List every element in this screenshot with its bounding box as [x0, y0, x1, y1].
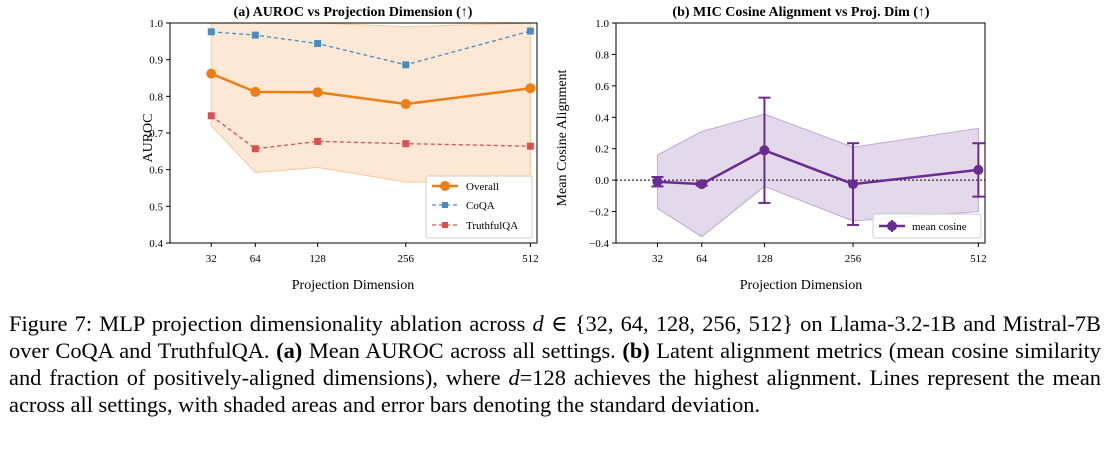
- caption-math-d: d: [532, 311, 544, 336]
- figure: (a) AUROC vs Projection Dimension (↑) 0.…: [141, 5, 987, 293]
- caption-text: ∈ {32, 64, 128, 256, 512} on Llama-3.2-1…: [9, 311, 1101, 363]
- y-tick-label: 0.0: [595, 175, 609, 187]
- y-tick-label: 0.6: [149, 165, 163, 177]
- x-tick-label: 32: [652, 253, 663, 265]
- legend-frame: [425, 175, 533, 239]
- panel-b-title: (b) MIC Cosine Alignment vs Proj. Dim (↑…: [672, 5, 930, 20]
- data-point-coqa: [207, 28, 215, 36]
- caption-text: Figure 7: MLP projection dimensionality …: [9, 311, 533, 336]
- data-point-coqa: [251, 31, 259, 39]
- data-point-overall: [400, 99, 411, 110]
- legend-label-coqa: CoQA: [466, 200, 495, 212]
- data-point-mean-cosine: [973, 164, 984, 175]
- caption-text: Mean AUROC across all settings.: [302, 338, 623, 363]
- y-tick-label: −0.2: [589, 207, 609, 219]
- panel-a-legend: Overall CoQA TruthfulQA: [425, 175, 533, 239]
- legend-marker-coqa: [442, 202, 448, 208]
- mic-std-band: [656, 113, 979, 238]
- x-tick-label: 128: [309, 253, 326, 265]
- legend-label-overall: Overall: [466, 181, 499, 193]
- data-point-truthfulqa: [526, 142, 534, 150]
- legend-marker-truthfulqa: [442, 222, 448, 228]
- data-point-overall: [312, 87, 323, 98]
- x-tick-label: 32: [206, 253, 217, 265]
- data-point-overall: [206, 68, 217, 79]
- data-point-coqa: [402, 61, 410, 69]
- x-tick-label: 64: [696, 253, 708, 265]
- x-tick-label: 512: [970, 253, 987, 265]
- y-tick-label: 0.4: [149, 238, 163, 250]
- panel-a-auroc: (a) AUROC vs Projection Dimension (↑) 0.…: [141, 5, 539, 293]
- data-point-truthfulqa: [207, 112, 215, 120]
- y-tick-label: 0.9: [149, 55, 163, 67]
- data-point-coqa: [314, 40, 322, 48]
- legend-frame: [872, 213, 982, 239]
- panel-b-legend: mean cosine: [872, 213, 982, 239]
- caption-text: Latent alignment metrics (mean cosine si…: [9, 338, 1101, 390]
- panel-a-title: (a) AUROC vs Projection Dimension (↑): [234, 5, 473, 20]
- y-tick-label: 0.7: [149, 128, 163, 140]
- data-point-mean-cosine: [696, 179, 707, 190]
- data-point-overall: [250, 86, 261, 97]
- series-line-truthfulqa: [210, 115, 531, 150]
- panel-b-xlabel: Projection Dimension: [740, 278, 863, 293]
- data-point-truthfulqa: [402, 140, 410, 148]
- data-point-mean-cosine: [652, 176, 663, 187]
- legend-marker-mean-cosine: [887, 221, 897, 231]
- x-tick-label: 256: [845, 253, 862, 265]
- std-band-overall: [210, 22, 531, 183]
- y-tick-label: −0.4: [589, 238, 609, 250]
- std-band-mean-cosine: [656, 113, 979, 238]
- panel-b-ylabel: Mean Cosine Alignment: [555, 69, 570, 206]
- panel-b-mic-cosine: (b) MIC Cosine Alignment vs Proj. Dim (↑…: [555, 5, 987, 293]
- data-point-mean-cosine: [759, 145, 770, 156]
- legend-label-truthfulqa: TruthfulQA: [466, 220, 518, 232]
- data-point-mean-cosine: [848, 179, 859, 190]
- y-tick-label: 0.8: [595, 49, 609, 61]
- y-tick-label: 0.6: [595, 81, 609, 93]
- caption-label-b: (b): [622, 338, 650, 363]
- panel-a-ylabel: AUROC: [141, 113, 156, 162]
- data-point-overall: [525, 83, 536, 94]
- data-point-truthfulqa: [251, 145, 259, 153]
- caption-label-a: (a): [276, 338, 303, 363]
- y-tick-label: 1.0: [149, 18, 163, 30]
- caption-text: =128 achieves the highest alignment. Lin…: [9, 365, 1102, 417]
- x-tick-label: 256: [398, 253, 415, 265]
- y-tick-label: 0.2: [595, 144, 609, 156]
- x-tick-label: 512: [522, 253, 539, 265]
- x-tick-label: 64: [250, 253, 262, 265]
- y-tick-label: 0.5: [149, 201, 163, 213]
- legend-marker-overall: [440, 181, 450, 191]
- data-point-truthfulqa: [314, 137, 322, 145]
- caption-math-d: d: [508, 365, 520, 390]
- y-tick-label: 1.0: [595, 18, 609, 30]
- y-tick-label: 0.4: [595, 112, 609, 124]
- plot-frame: [615, 22, 986, 244]
- y-tick-label: 0.8: [149, 91, 163, 103]
- legend-label-mean-cosine: mean cosine: [912, 221, 967, 233]
- x-tick-label: 128: [756, 253, 773, 265]
- data-point-coqa: [526, 27, 534, 35]
- panel-a-xlabel: Projection Dimension: [292, 278, 415, 293]
- figure-caption: Figure 7: MLP projection dimensionality …: [9, 310, 1101, 418]
- overall-std-band: [210, 22, 531, 183]
